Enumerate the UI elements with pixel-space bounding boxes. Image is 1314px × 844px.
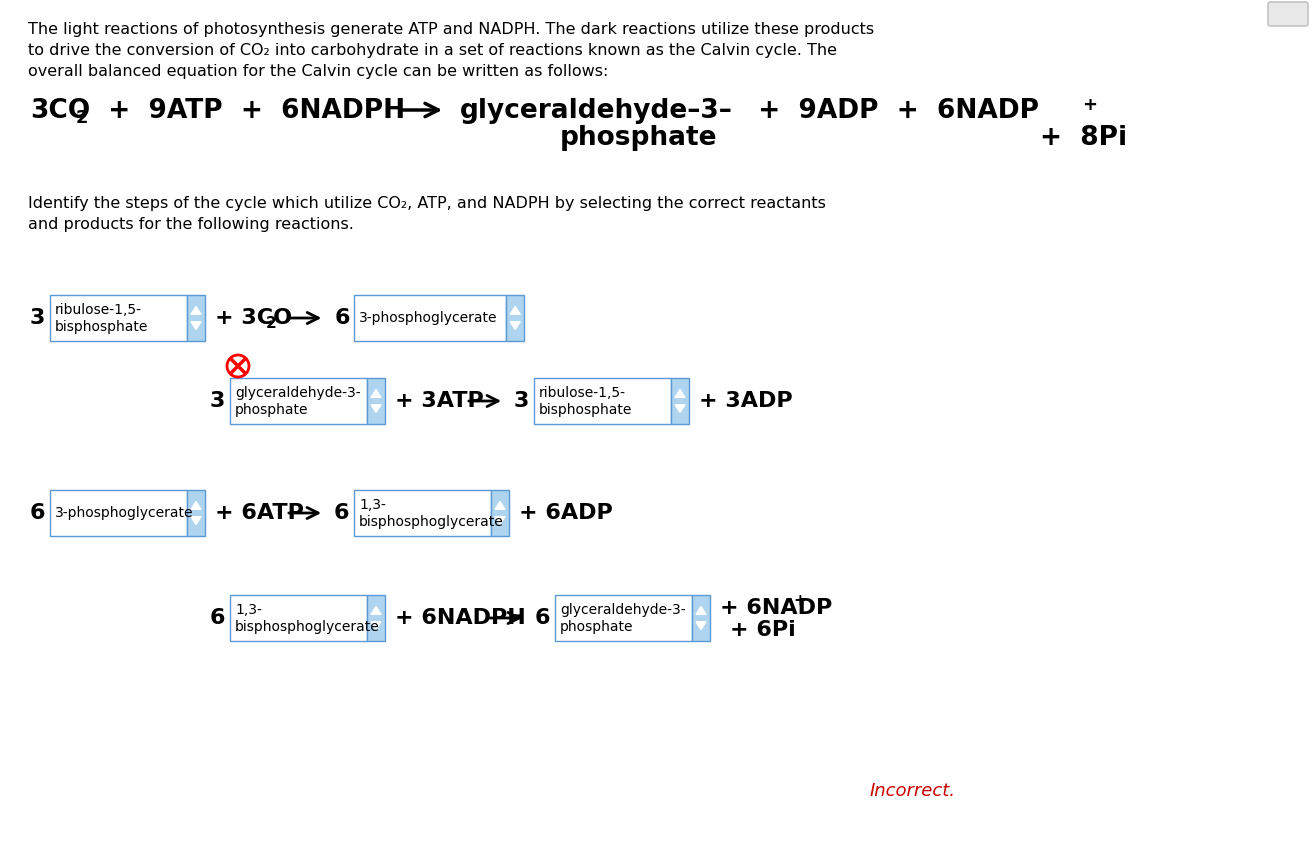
Text: + 3CO: + 3CO — [215, 308, 292, 328]
Text: + 6ADP: + 6ADP — [519, 503, 612, 523]
Text: bisphosphoglycerate: bisphosphoglycerate — [359, 515, 503, 529]
Text: phosphate: phosphate — [560, 620, 633, 634]
Text: +  9ATP  +  6NADPH: + 9ATP + 6NADPH — [89, 98, 405, 124]
FancyBboxPatch shape — [187, 295, 205, 341]
Text: +  8Pi: + 8Pi — [1039, 125, 1127, 151]
FancyBboxPatch shape — [230, 595, 367, 641]
Text: bisphosphoglycerate: bisphosphoglycerate — [235, 620, 380, 634]
Text: 1,3-: 1,3- — [235, 603, 261, 617]
FancyBboxPatch shape — [50, 295, 187, 341]
FancyBboxPatch shape — [1268, 2, 1307, 26]
Text: + 6Pi: + 6Pi — [731, 619, 796, 640]
Polygon shape — [371, 607, 381, 614]
Polygon shape — [371, 404, 381, 413]
FancyBboxPatch shape — [230, 378, 367, 424]
Polygon shape — [696, 607, 706, 614]
FancyBboxPatch shape — [367, 595, 385, 641]
Polygon shape — [675, 389, 685, 398]
Text: 2: 2 — [265, 316, 277, 331]
Text: 1,3-: 1,3- — [359, 498, 386, 511]
Text: 6: 6 — [334, 308, 350, 328]
Text: phosphate: phosphate — [560, 125, 717, 151]
Text: 2: 2 — [76, 109, 88, 127]
Polygon shape — [510, 306, 520, 314]
Text: 3-phosphoglycerate: 3-phosphoglycerate — [55, 506, 193, 520]
Text: glyceraldehyde–3–: glyceraldehyde–3– — [460, 98, 733, 124]
FancyBboxPatch shape — [353, 490, 491, 536]
Polygon shape — [191, 306, 201, 314]
Text: glyceraldehyde-3-: glyceraldehyde-3- — [235, 386, 360, 400]
FancyBboxPatch shape — [355, 295, 506, 341]
Text: +: + — [794, 593, 807, 609]
Polygon shape — [495, 517, 505, 524]
Text: 6: 6 — [535, 608, 551, 628]
Text: + 6NADPH: + 6NADPH — [396, 608, 526, 628]
Polygon shape — [371, 622, 381, 630]
Text: ribulose-1,5-: ribulose-1,5- — [539, 386, 625, 400]
Text: 6: 6 — [334, 503, 350, 523]
FancyBboxPatch shape — [491, 490, 509, 536]
Text: 6: 6 — [30, 503, 46, 523]
FancyBboxPatch shape — [555, 595, 692, 641]
Polygon shape — [191, 501, 201, 509]
Text: and products for the following reactions.: and products for the following reactions… — [28, 217, 353, 232]
Text: bisphosphate: bisphosphate — [55, 320, 148, 334]
Polygon shape — [191, 322, 201, 329]
Text: bisphosphate: bisphosphate — [539, 403, 632, 417]
Text: overall balanced equation for the Calvin cycle can be written as follows:: overall balanced equation for the Calvin… — [28, 64, 608, 79]
Polygon shape — [675, 404, 685, 413]
FancyBboxPatch shape — [671, 378, 689, 424]
Text: glyceraldehyde-3-: glyceraldehyde-3- — [560, 603, 686, 617]
FancyBboxPatch shape — [506, 295, 524, 341]
Text: +: + — [1081, 96, 1097, 114]
Text: + 3ADP: + 3ADP — [699, 391, 792, 411]
Text: + 6ATP: + 6ATP — [215, 503, 304, 523]
Text: + 6NADP: + 6NADP — [720, 598, 832, 618]
Text: Incorrect.: Incorrect. — [870, 782, 957, 800]
Polygon shape — [371, 389, 381, 398]
FancyBboxPatch shape — [692, 595, 710, 641]
Text: 3: 3 — [514, 391, 530, 411]
Polygon shape — [510, 322, 520, 329]
Text: Identify the steps of the cycle which utilize CO₂, ATP, and NADPH by selecting t: Identify the steps of the cycle which ut… — [28, 196, 827, 211]
Text: 3-phosphoglycerate: 3-phosphoglycerate — [359, 311, 498, 325]
FancyBboxPatch shape — [533, 378, 671, 424]
FancyBboxPatch shape — [187, 490, 205, 536]
Text: 3: 3 — [210, 391, 226, 411]
Text: phosphate: phosphate — [235, 403, 309, 417]
Text: 3CO: 3CO — [30, 98, 91, 124]
Polygon shape — [191, 517, 201, 524]
Text: + 3ATP: + 3ATP — [396, 391, 484, 411]
Text: 6: 6 — [210, 608, 226, 628]
Polygon shape — [495, 501, 505, 509]
FancyBboxPatch shape — [50, 490, 187, 536]
Text: to drive the conversion of CO₂ into carbohydrate in a set of reactions known as : to drive the conversion of CO₂ into carb… — [28, 43, 837, 58]
Text: The light reactions of photosynthesis generate ATP and NADPH. The dark reactions: The light reactions of photosynthesis ge… — [28, 22, 874, 37]
FancyBboxPatch shape — [367, 378, 385, 424]
Text: 3: 3 — [30, 308, 46, 328]
Text: ribulose-1,5-: ribulose-1,5- — [55, 303, 142, 316]
Text: +  9ADP  +  6NADP: + 9ADP + 6NADP — [740, 98, 1039, 124]
Polygon shape — [696, 622, 706, 630]
